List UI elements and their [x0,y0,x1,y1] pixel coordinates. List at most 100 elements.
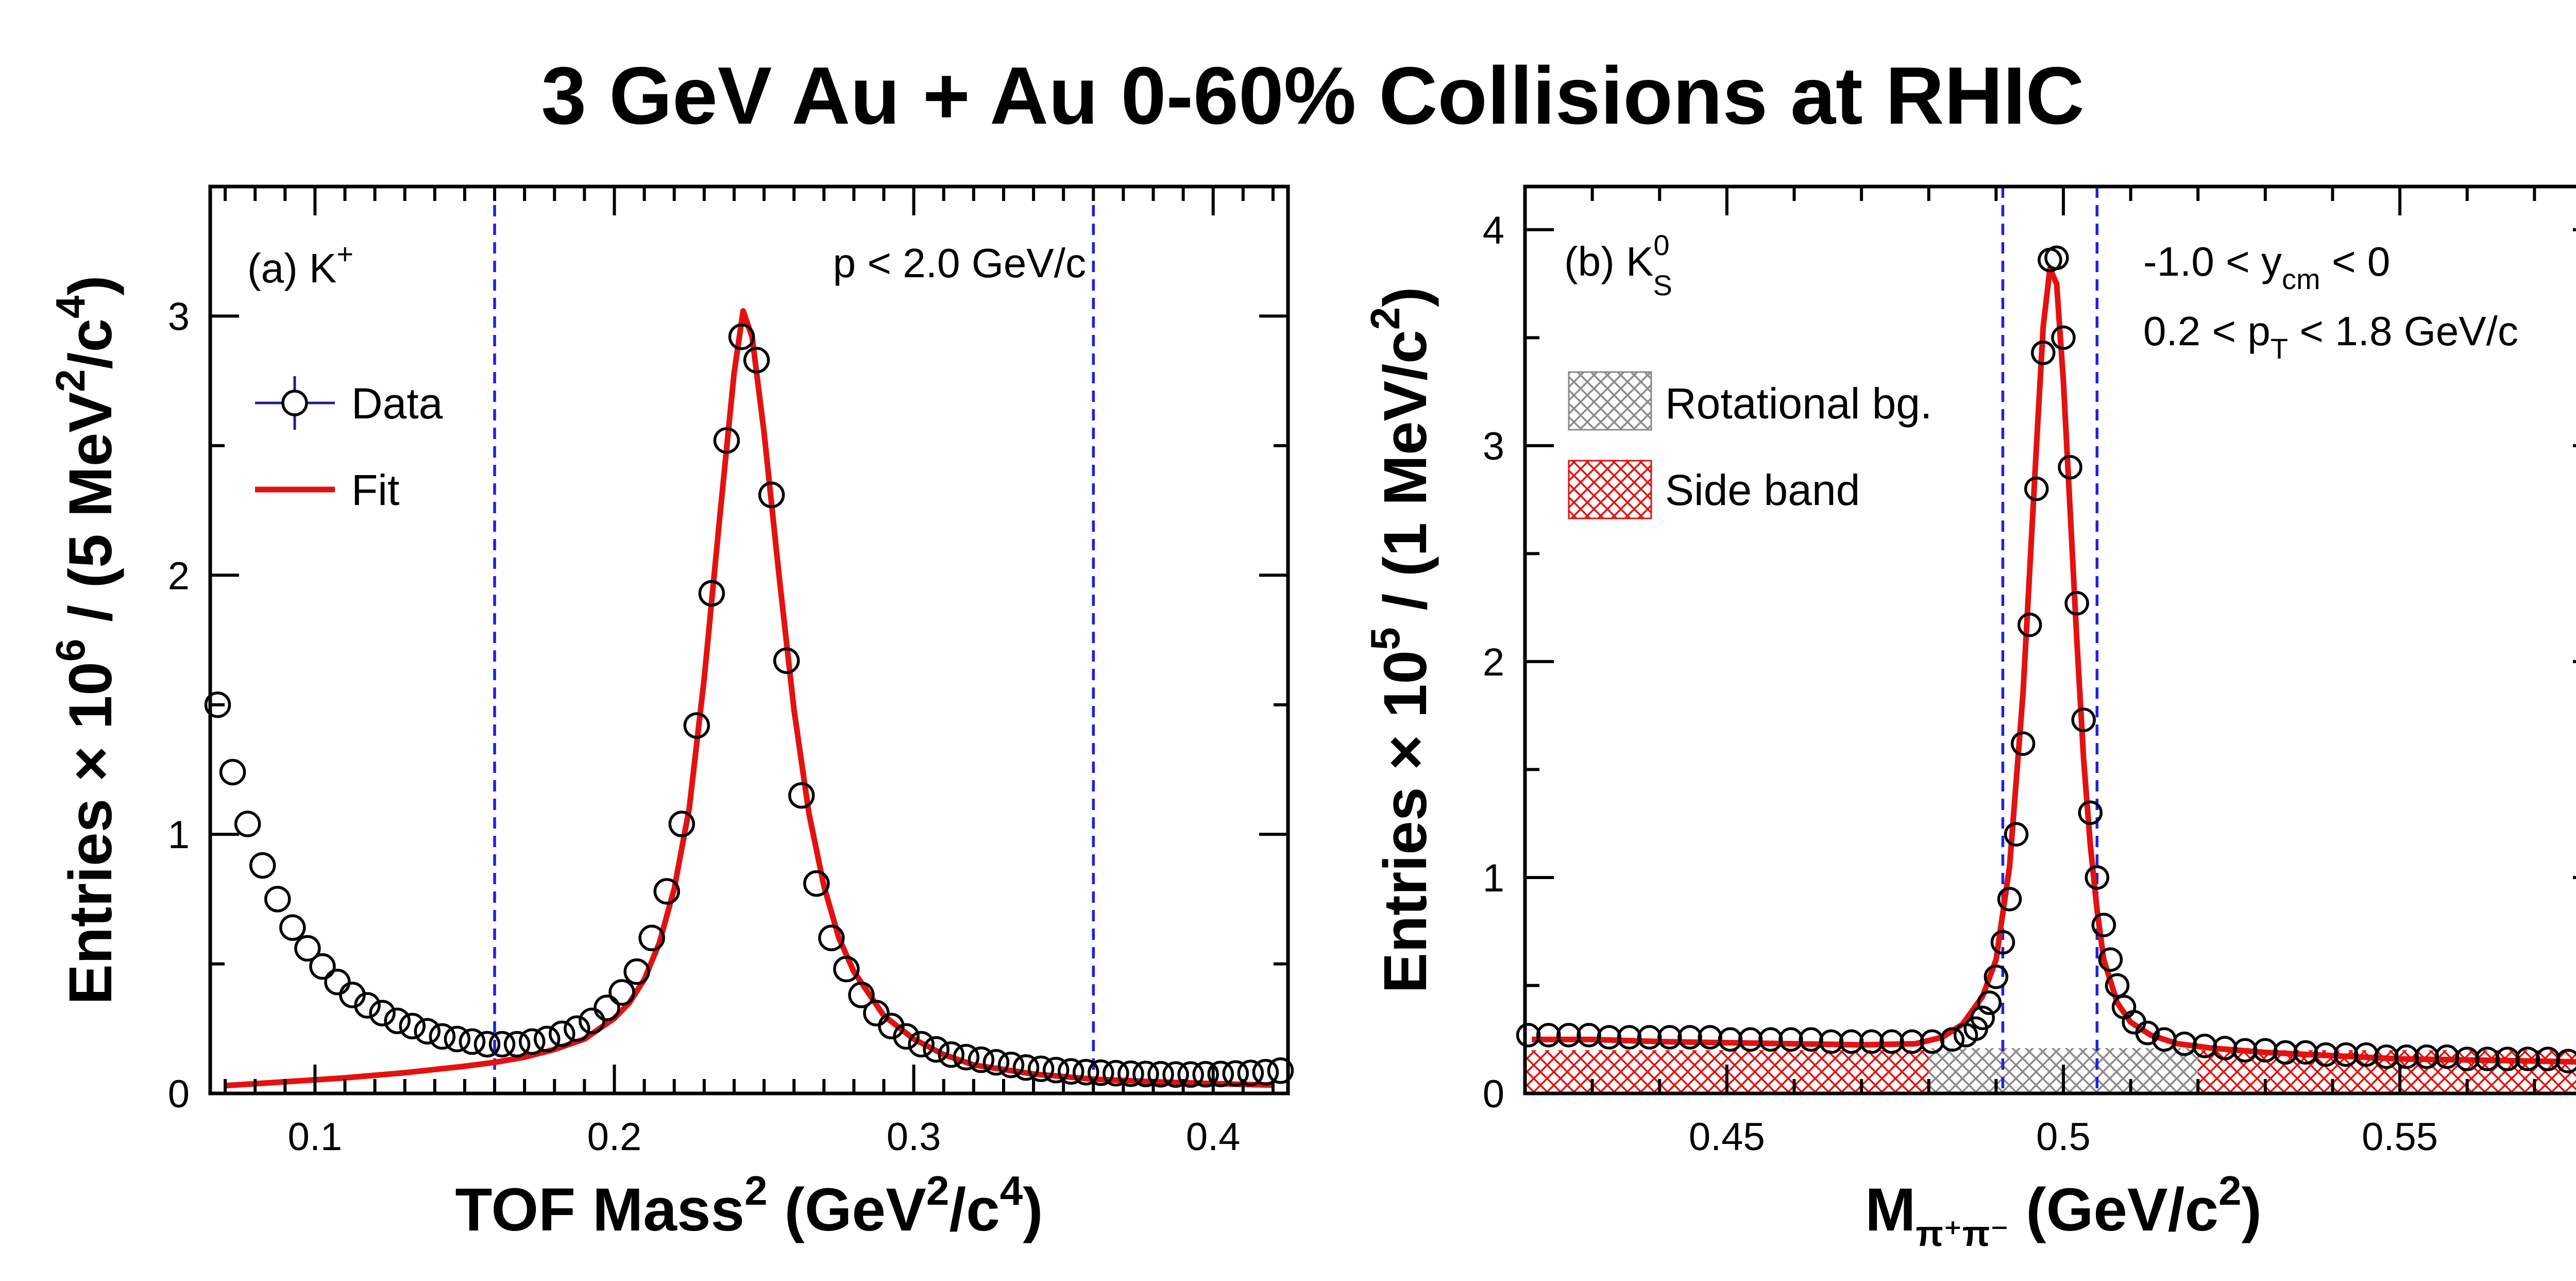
legend-a-data-label: Data [351,379,443,428]
data-point [743,347,770,374]
data-point [279,914,306,941]
data-point [2273,1040,2298,1065]
data-point [938,1041,964,1068]
data-point [1556,1023,1581,1048]
data-point [1516,1023,1541,1048]
data-point [1970,1005,1995,1031]
data-point [1192,1061,1219,1088]
data-point [803,870,830,897]
data-point [1637,1025,1662,1050]
data-point [399,1013,426,1040]
data-point [1597,1025,1622,1050]
data-point [1536,1023,1561,1048]
data-point [728,323,755,350]
legend-a-fit-label: Fit [351,466,399,514]
legend-b-sideband-label: Side band [1665,466,1860,514]
data-point [1207,1060,1234,1088]
data-point [309,953,336,980]
data-point [429,1023,456,1050]
panel-a-cut-label: p < 2.0 GeV/c [833,240,1086,286]
data-point [594,995,620,1021]
data-point [758,481,785,509]
legend-b-rotational-swatch [1568,371,1652,431]
data-point [2333,1042,2359,1067]
data-point [2017,612,2042,637]
y-tick-label: 3 [1483,425,1504,468]
data-point [503,1031,531,1058]
data-point [354,992,381,1019]
data-point [2105,973,2130,998]
data-point [2010,731,2036,756]
data-point [1984,964,2009,989]
x-tick-label: 0.1 [288,1115,343,1159]
data-point [2004,822,2029,847]
panel-a-x-axis-title: TOF Mass2 (GeV2/c4) [455,1168,1043,1244]
data-point [638,924,665,952]
fit-curve [1532,265,2576,1065]
panel-b-x-axis-title: Mπ⁺π⁻ (GeV/c2) [1865,1168,2262,1254]
data-point [833,955,860,983]
legend-b-sideband-swatch [1568,460,1652,519]
data-point [1027,1055,1055,1082]
data-point [683,712,710,739]
data-point [204,691,231,718]
data-point [1042,1056,1070,1084]
data-point [234,811,261,837]
x-tick-label: 0.45 [1689,1115,1765,1159]
data-point [1799,1027,1823,1052]
data-point [249,852,276,879]
data-point [549,1020,575,1048]
data-point [788,782,815,809]
data-point [1147,1061,1174,1088]
y-tick-label: 1 [168,813,190,857]
data-point [1940,1027,1965,1052]
data-point [219,759,246,786]
data-point [1222,1060,1249,1087]
x-tick-label: 0.5 [2036,1115,2091,1159]
data-point [668,811,695,837]
legend-a-data-marker [255,376,335,430]
data-point [1738,1027,1763,1052]
data-point [564,1015,590,1042]
data-point [369,1000,396,1026]
data-point [459,1028,486,1055]
data-point [2078,800,2103,825]
panel-b-frame [1523,184,2576,1095]
data-point [2084,865,2110,890]
data-point [653,878,680,905]
data-point [384,1007,411,1034]
data-point [2058,455,2082,480]
x-tick-label: 0.2 [587,1115,642,1159]
x-tick-label: 0.55 [2362,1115,2438,1159]
data-point [2515,1047,2540,1071]
y-tick-label: 3 [168,295,190,339]
data-point [713,427,740,454]
data-point [908,1031,935,1058]
data-point [968,1046,995,1073]
data-point [1088,1059,1114,1086]
data-point [2394,1044,2419,1069]
data-point [1839,1029,1864,1054]
y-tick-label: 2 [168,554,190,598]
data-point [2475,1047,2500,1071]
data-point [2135,1020,2160,1046]
data-point [2232,1038,2258,1063]
data-point [2555,1049,2576,1073]
y-tick-label: 1 [1483,856,1504,900]
data-point [608,979,635,1006]
data-point [997,1051,1025,1078]
data-point [2414,1044,2439,1069]
data-point [982,1049,1010,1076]
data-point [1162,1061,1189,1088]
data-point [1997,887,2022,912]
data-point [2455,1047,2480,1071]
chart-title: 3 GeV Au + Au 0-60% Collisions at RHIC [541,50,2084,141]
data-point [953,1043,980,1071]
data-point [1819,1029,1844,1054]
panel-a-frame [208,184,1290,1095]
data-point [473,1031,501,1058]
data-point [1252,1059,1279,1086]
y-tick-label: 2 [1483,640,1504,684]
data-point [1117,1060,1144,1087]
